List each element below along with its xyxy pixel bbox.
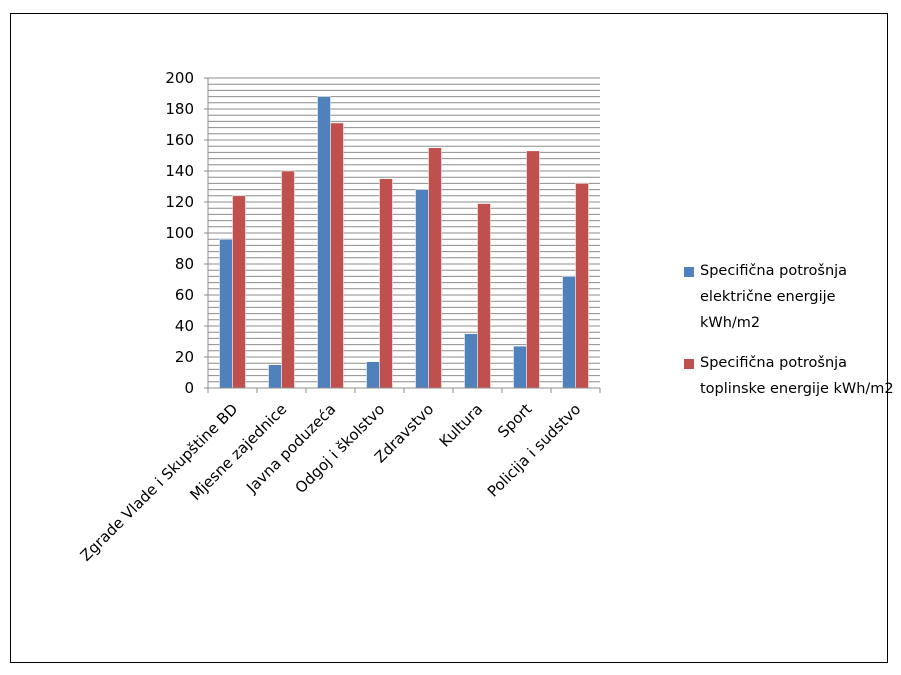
bar-thermal-0 [232, 195, 246, 389]
bar-thermal-7 [575, 183, 589, 389]
legend-swatch-thermal [684, 359, 694, 369]
y-tick-label: 40 [175, 317, 194, 335]
bar-electric-6 [513, 345, 527, 389]
bars [219, 96, 589, 389]
y-tick-label: 20 [175, 348, 194, 366]
bar-thermal-4 [428, 147, 442, 389]
y-tick-label: 200 [165, 69, 194, 87]
y-tick-label: 60 [175, 286, 194, 304]
x-category-label: Javna poduzeća [242, 400, 339, 497]
bar-electric-3 [366, 361, 380, 389]
y-tick-label: 100 [165, 224, 194, 242]
bar-electric-5 [464, 333, 478, 389]
bar-electric-1 [268, 364, 282, 389]
legend-label-electric: Specifična potrošnja električne energije… [700, 263, 848, 331]
y-tick-label: 160 [165, 131, 194, 149]
y-axis-ticks: 0 20 40 60 80 100 120 140 160 180 200 [165, 69, 208, 397]
bar-electric-7 [562, 276, 576, 389]
bar-electric-4 [415, 189, 429, 389]
x-category-label: Odgoj i školstvo [291, 400, 388, 497]
legend-item-electric: Specifična potrošnja električne energije… [680, 258, 900, 336]
legend-label-thermal: Specifična potrošnja toplinske energije … [700, 355, 894, 397]
legend-item-thermal: Specifična potrošnja toplinske energije … [680, 350, 900, 402]
bar-electric-0 [219, 238, 233, 389]
y-tick-label: 120 [165, 193, 194, 211]
bar-thermal-3 [379, 178, 393, 389]
bar-electric-2 [317, 96, 331, 389]
y-tick-label: 80 [175, 255, 194, 273]
legend-swatch-electric [684, 267, 694, 277]
x-category-label: Policija i sudstvo [484, 400, 584, 500]
bar-thermal-1 [281, 170, 295, 389]
bar-thermal-6 [526, 150, 540, 389]
x-category-label: Sport [494, 400, 535, 441]
bar-thermal-2 [330, 122, 344, 389]
y-tick-label: 180 [165, 100, 194, 118]
bar-thermal-5 [477, 203, 491, 389]
y-tick-label: 140 [165, 162, 194, 180]
legend: Specifična potrošnja električne energije… [680, 258, 900, 416]
y-tick-label: 0 [184, 379, 194, 397]
x-category-label: Kultura [436, 400, 487, 451]
